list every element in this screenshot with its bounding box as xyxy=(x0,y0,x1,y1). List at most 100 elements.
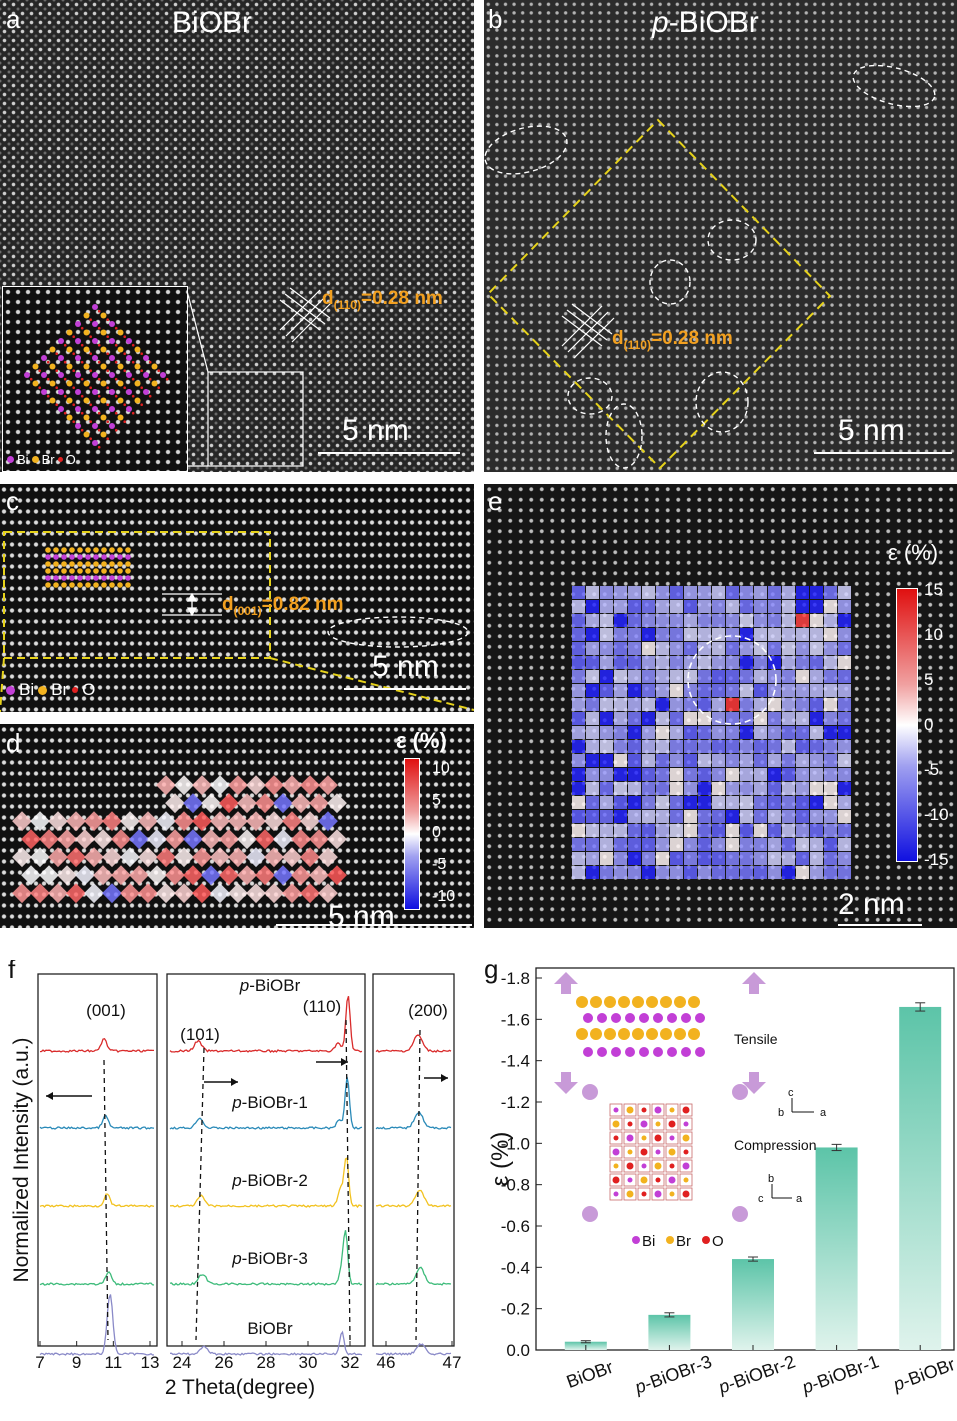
bar xyxy=(732,1259,774,1350)
model-atom xyxy=(654,1106,662,1114)
strain-cell xyxy=(712,712,725,725)
model-bond xyxy=(679,1103,693,1117)
strain-cell xyxy=(712,768,725,781)
model-bond xyxy=(609,1131,623,1145)
strain-cell xyxy=(614,726,627,739)
inset-atom xyxy=(24,372,30,378)
strain-cell xyxy=(754,852,767,865)
inset-atom xyxy=(151,363,158,370)
strain-cell xyxy=(656,754,669,767)
model-atom xyxy=(682,1134,690,1142)
model-atom xyxy=(125,575,131,581)
strain-cell xyxy=(768,614,781,627)
panel-b-label: b xyxy=(488,4,503,34)
strain-cell xyxy=(586,782,599,795)
inset-atom xyxy=(83,312,90,319)
strain-cell xyxy=(628,824,641,837)
strain-cell xyxy=(670,600,683,613)
xrd-curve xyxy=(375,1111,452,1130)
strain-cell xyxy=(670,712,683,725)
strain-cell xyxy=(740,712,753,725)
strain-cell xyxy=(782,642,795,655)
strain-cell xyxy=(670,810,683,823)
strain-cell xyxy=(768,824,781,837)
inset-oxygen xyxy=(72,335,75,338)
strain-cell xyxy=(670,838,683,851)
strain-tile xyxy=(102,883,122,904)
xrd-curve xyxy=(170,1330,363,1356)
strain-cell xyxy=(628,586,641,599)
inset-oxygen xyxy=(97,326,101,330)
strain-cell xyxy=(824,838,837,851)
xrd-curve xyxy=(170,1157,363,1209)
strain-tile xyxy=(30,847,50,868)
model-atom xyxy=(641,1135,647,1141)
model-atom xyxy=(654,1134,662,1142)
strain-tile xyxy=(174,883,194,904)
strain-cell xyxy=(586,810,599,823)
strain-cell xyxy=(684,796,697,809)
strain-cell xyxy=(838,810,851,823)
model-atom xyxy=(632,1028,644,1040)
strain-cell xyxy=(824,866,837,879)
strain-cell xyxy=(698,712,711,725)
strain-cell xyxy=(824,628,837,641)
panel-d-colorbar-tick: -5 xyxy=(432,856,447,873)
panel-e-strain-map: e ε (%) 15 10 5 0 -5 -10 -15 2 nm xyxy=(484,484,957,928)
xrd-tick-label-b: 24 xyxy=(173,1353,192,1372)
strain-cell xyxy=(572,796,585,809)
panel-b-overlay xyxy=(484,64,936,470)
strain-cell xyxy=(628,740,641,753)
strain-cell xyxy=(628,852,641,865)
model-bond xyxy=(679,1117,693,1131)
strain-tile xyxy=(318,775,338,796)
inset-atom xyxy=(109,355,115,361)
inset-oxygen xyxy=(72,386,75,389)
model-atom xyxy=(69,575,75,581)
inset-atom xyxy=(75,406,81,412)
inset-oxygen xyxy=(55,403,58,406)
panel-a-crystal-model xyxy=(24,304,169,449)
inset-oxygen xyxy=(106,403,109,406)
strain-cell xyxy=(684,726,697,739)
inset-atom xyxy=(75,321,81,327)
model-atom xyxy=(646,1028,658,1040)
inset-oxygen xyxy=(46,377,50,381)
inset-oxygen xyxy=(89,335,92,338)
inset-atom xyxy=(92,372,98,378)
xrd-curve xyxy=(39,1294,155,1356)
strain-cell xyxy=(628,726,641,739)
strain-tile xyxy=(156,847,176,868)
model-atom xyxy=(597,1013,607,1023)
inset-oxygen xyxy=(46,360,50,364)
strain-cell xyxy=(782,628,795,641)
strain-cell xyxy=(754,726,767,739)
model-bond xyxy=(609,1159,623,1173)
strain-cell xyxy=(670,614,683,627)
strain-cell xyxy=(712,810,725,823)
strain-cell xyxy=(810,670,823,683)
strain-tile xyxy=(264,811,284,832)
inset-atom xyxy=(126,355,132,361)
inset-oxygen xyxy=(123,403,126,406)
model-atom xyxy=(69,547,75,553)
strain-cell xyxy=(600,838,613,851)
strain-cell xyxy=(782,684,795,697)
strain-tile xyxy=(192,775,212,796)
inset-oxygen xyxy=(148,360,152,364)
strain-cell xyxy=(768,740,781,753)
model-bond xyxy=(637,1131,651,1145)
strain-tile xyxy=(174,811,194,832)
panel-a-label: a xyxy=(6,4,21,34)
strain-cell xyxy=(656,586,669,599)
strain-tile xyxy=(156,775,176,796)
model-atom xyxy=(61,554,67,560)
model-atom xyxy=(583,1013,593,1023)
strain-cell xyxy=(824,586,837,599)
strain-cell xyxy=(656,824,669,837)
strain-tile xyxy=(102,847,122,868)
y-tick-label: -1.4 xyxy=(501,1052,530,1071)
strain-tile xyxy=(282,847,302,868)
strain-tile xyxy=(300,811,320,832)
strain-cell xyxy=(712,656,725,669)
